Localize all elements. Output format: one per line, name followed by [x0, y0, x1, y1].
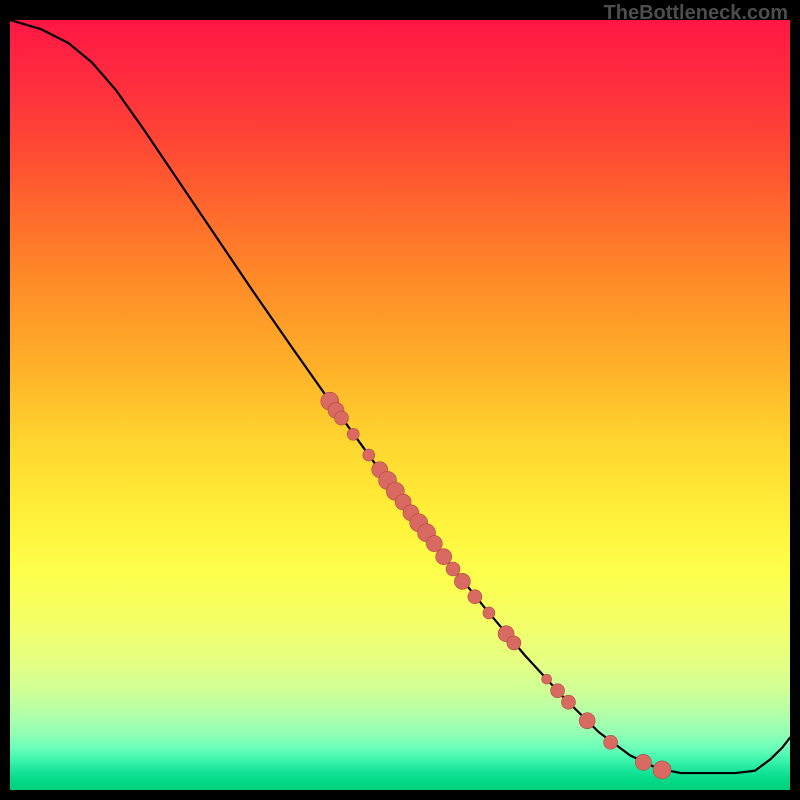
data-marker	[483, 607, 495, 619]
data-marker	[363, 449, 375, 461]
data-marker	[635, 754, 651, 770]
data-marker	[446, 562, 460, 576]
data-marker	[347, 428, 359, 440]
curve-layer	[10, 20, 790, 790]
data-marker	[426, 536, 442, 552]
data-marker	[436, 549, 452, 565]
data-marker	[579, 713, 595, 729]
plot-area	[10, 20, 790, 790]
data-marker	[653, 761, 671, 779]
bottleneck-curve	[10, 20, 790, 773]
data-marker	[604, 735, 618, 749]
data-marker	[561, 695, 575, 709]
data-markers	[321, 392, 671, 779]
data-marker	[542, 674, 552, 684]
data-marker	[468, 590, 482, 604]
data-marker	[551, 684, 565, 698]
data-marker	[507, 636, 521, 650]
data-marker	[335, 411, 349, 425]
chart-container: { "watermark": "TheBottleneck.com", "cha…	[0, 0, 800, 800]
data-marker	[454, 573, 470, 589]
